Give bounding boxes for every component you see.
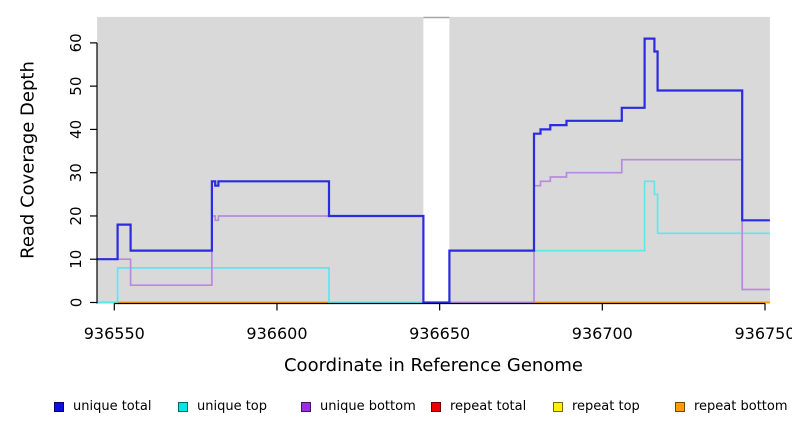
legend-item-repeat-total: repeat total [431,397,526,417]
x-tick-label: 936550 [84,324,145,343]
x-tick-label: 936750 [734,324,792,343]
x-tick-label: 936650 [409,324,470,343]
legend-item-repeat-top: repeat top [553,397,640,417]
legend-item-unique-bottom: unique bottom [301,397,416,417]
legend-label-repeat-bottom: repeat bottom [694,399,788,414]
legend-swatch-repeat-top [553,402,563,412]
x-tick-label: 936700 [572,324,633,343]
x-tick-label: 936600 [246,324,307,343]
legend-item-repeat-bottom: repeat bottom [675,397,788,417]
y-tick-label: 50 [67,77,85,96]
legend-item-unique-top: unique top [178,397,267,417]
legend-swatch-unique-bottom [301,402,311,412]
legend: unique total unique top unique bottom repea… [0,397,792,421]
legend-swatch-repeat-total [431,402,441,412]
legend-swatch-unique-total [54,402,64,412]
legend-label-unique-total: unique total [73,399,152,414]
x-axis-title: Coordinate in Reference Genome [284,355,583,376]
legend-item-unique-total: unique total [54,397,151,417]
legend-label-repeat-total: repeat total [450,399,527,414]
y-tick-label: 30 [67,163,85,182]
legend-label-unique-top: unique top [197,399,268,414]
legend-label-unique-bottom: unique bottom [320,399,416,414]
legend-label-repeat-top: repeat top [572,399,640,414]
legend-swatch-repeat-bottom [675,402,685,412]
legend-swatch-unique-top [178,402,188,412]
plot-background-left [97,16,424,304]
y-tick-label: 0 [67,298,85,308]
y-tick-label: 20 [67,206,85,225]
y-axis-title: Read Coverage Depth [17,61,38,259]
y-tick-label: 60 [67,33,85,52]
y-tick-label: 10 [67,250,85,269]
y-tick-label: 40 [67,120,85,139]
series-line-unique-top [97,180,770,304]
series-line-unique-total [97,37,770,304]
